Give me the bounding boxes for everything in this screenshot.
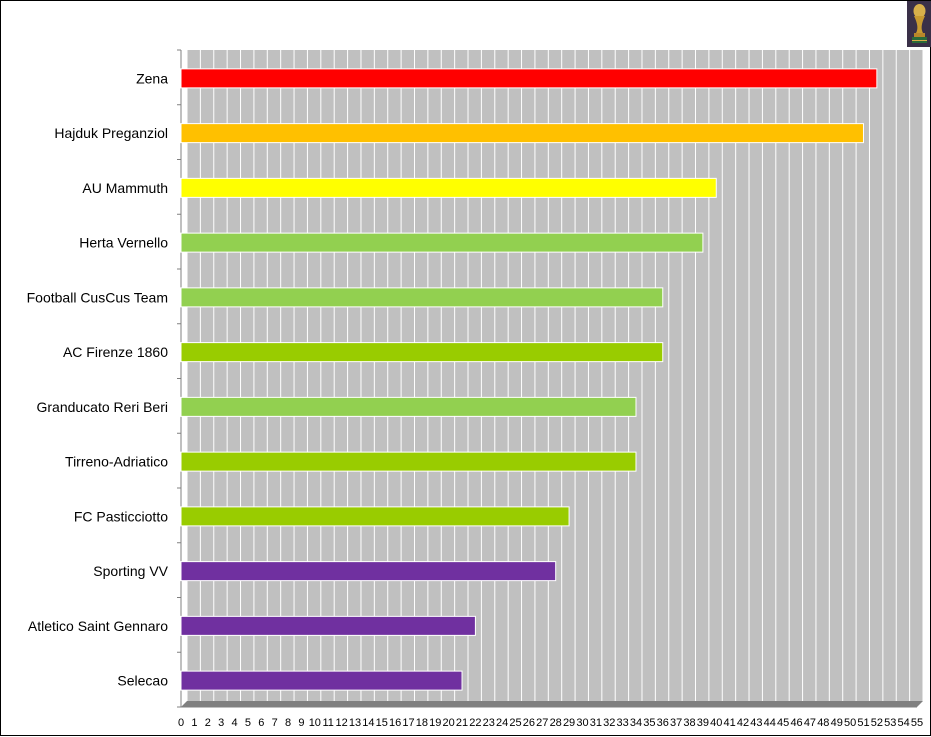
x-tick-label: 55 <box>911 717 923 729</box>
bar <box>180 451 637 472</box>
bar <box>180 506 570 527</box>
x-tick-label: 33 <box>616 717 628 729</box>
x-tick-label: 28 <box>550 717 562 729</box>
x-tick-label: 48 <box>817 717 829 729</box>
x-tick-label: 11 <box>322 717 333 729</box>
category-label: Zena <box>136 70 168 86</box>
x-tick-label: 19 <box>429 717 441 729</box>
x-tick-label: 3 <box>218 717 224 729</box>
x-tick-label: 52 <box>871 717 883 729</box>
x-tick-label: 20 <box>443 717 455 729</box>
bar <box>180 123 864 144</box>
x-tick-label: 12 <box>335 717 347 729</box>
bar <box>180 396 637 417</box>
x-tick-label: 18 <box>416 717 428 729</box>
x-tick-label: 43 <box>750 717 762 729</box>
x-tick-label: 49 <box>831 717 843 729</box>
bar <box>180 615 476 636</box>
category-label: FC Pasticciotto <box>74 508 168 524</box>
category-label: Granducato Reri Beri <box>36 399 168 415</box>
x-tick-label: 21 <box>456 717 468 729</box>
category-label: AC Firenze 1860 <box>63 344 168 360</box>
bar <box>180 342 664 363</box>
x-tick-label: 22 <box>469 717 481 729</box>
x-tick-label: 15 <box>376 717 388 729</box>
x-tick-label: 35 <box>643 717 655 729</box>
x-tick-label: 50 <box>844 717 856 729</box>
category-label: Sporting VV <box>93 563 168 579</box>
x-tick-label: 36 <box>657 717 669 729</box>
x-tick-label: 44 <box>764 717 776 729</box>
x-tick-label: 45 <box>777 717 789 729</box>
x-tick-label: 7 <box>272 717 278 729</box>
bar <box>180 561 557 582</box>
x-tick-label: 31 <box>590 717 602 729</box>
x-tick-label: 27 <box>536 717 548 729</box>
x-tick-label: 2 <box>205 717 211 729</box>
world-cup-trophy-icon <box>907 1 931 47</box>
x-tick-label: 5 <box>245 717 251 729</box>
x-tick-label: 14 <box>362 717 374 729</box>
category-label: Tirreno-Adriatico <box>65 454 168 470</box>
x-tick-label: 41 <box>724 717 736 729</box>
category-label: Hajduk Preganziol <box>54 125 168 141</box>
bar <box>180 670 463 691</box>
x-tick-label: 40 <box>710 717 722 729</box>
x-tick-label: 51 <box>857 717 869 729</box>
x-tick-label: 30 <box>576 717 588 729</box>
x-tick-label: 8 <box>285 717 291 729</box>
bar <box>180 177 717 198</box>
x-tick-label: 16 <box>389 717 401 729</box>
x-tick-label: 23 <box>483 717 495 729</box>
x-tick-label: 25 <box>509 717 521 729</box>
x-tick-label: 0 <box>178 717 184 729</box>
x-tick-label: 26 <box>523 717 535 729</box>
plot-area <box>187 50 923 701</box>
category-label: Selecao <box>117 673 168 689</box>
x-tick-label: 29 <box>563 717 575 729</box>
x-tick-label: 9 <box>298 717 304 729</box>
x-tick-label: 4 <box>231 717 237 729</box>
x-tick-label: 32 <box>603 717 615 729</box>
x-tick-label: 10 <box>309 717 321 729</box>
x-tick-label: 34 <box>630 717 642 729</box>
x-tick-label: 53 <box>884 717 896 729</box>
category-label: Herta Vernello <box>79 235 168 251</box>
bar <box>180 287 664 308</box>
x-tick-label: 1 <box>191 717 197 729</box>
x-tick-label: 39 <box>697 717 709 729</box>
bar <box>180 232 704 253</box>
bar <box>180 68 878 89</box>
x-tick-label: 37 <box>670 717 682 729</box>
x-tick-label: 24 <box>496 717 508 729</box>
x-tick-label: 54 <box>897 717 909 729</box>
category-label: Atletico Saint Gennaro <box>28 618 168 634</box>
category-label: Football CusCus Team <box>27 289 168 305</box>
x-tick-label: 13 <box>349 717 361 729</box>
x-tick-label: 46 <box>790 717 802 729</box>
x-tick-label: 47 <box>804 717 816 729</box>
x-tick-label: 17 <box>402 717 414 729</box>
x-tick-label: 6 <box>258 717 264 729</box>
x-tick-label: 42 <box>737 717 749 729</box>
x-tick-label: 38 <box>683 717 695 729</box>
plot-floor <box>181 701 923 707</box>
category-label: AU Mammuth <box>82 180 168 196</box>
